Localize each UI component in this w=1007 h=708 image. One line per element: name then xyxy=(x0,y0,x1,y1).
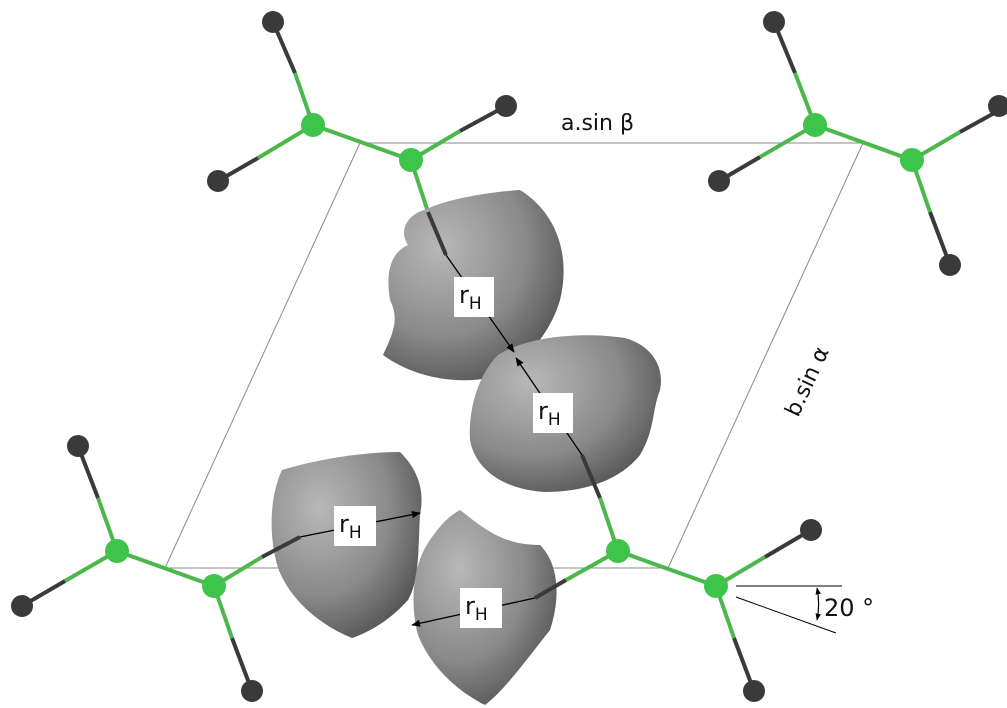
rH-label-2: rH xyxy=(533,393,573,433)
angle-label: 20 ° xyxy=(824,594,874,622)
rH-label-1: rH xyxy=(454,277,494,317)
svg-text:rH: rH xyxy=(459,281,482,314)
hydrogen-atom xyxy=(207,170,229,192)
hydrogen-atom xyxy=(939,254,961,276)
hydrogen-atom xyxy=(262,11,284,33)
hydrogen-atom xyxy=(743,680,765,702)
hydrogen-atom xyxy=(763,11,785,33)
molecule-top-right xyxy=(708,11,1007,276)
rH-label-3: rH xyxy=(334,506,376,546)
carbon-atom xyxy=(202,574,226,598)
hydrogen-atom xyxy=(708,170,730,192)
carbon-atom xyxy=(606,539,630,563)
carbon-atom xyxy=(399,148,423,172)
rH-label-4: rH xyxy=(460,588,502,628)
label-b-sin-alpha: b.sin α xyxy=(781,343,835,421)
molecule-bottom-right xyxy=(565,497,822,702)
molecule-top-left xyxy=(207,11,517,213)
carbon-atom xyxy=(900,148,924,172)
molecule-bottom-left xyxy=(11,435,264,702)
svg-text:rH: rH xyxy=(465,592,488,625)
carbon-atom xyxy=(803,113,827,137)
hydrogen-atom xyxy=(495,95,517,117)
hydrogen-atom xyxy=(241,680,263,702)
hydrogen-atom xyxy=(988,95,1007,117)
svg-text:rH: rH xyxy=(339,510,362,543)
carbon-atom xyxy=(301,113,325,137)
angle-indicator: 20 ° xyxy=(735,585,874,634)
hydrogen-atom xyxy=(800,519,822,541)
carbon-atom xyxy=(105,539,129,563)
hydrogen-atom xyxy=(11,595,33,617)
svg-text:rH: rH xyxy=(538,397,561,430)
label-a-sin-beta: a.sin β xyxy=(561,111,634,136)
hydrogen-atom xyxy=(67,435,89,457)
carbon-atom xyxy=(704,574,728,598)
